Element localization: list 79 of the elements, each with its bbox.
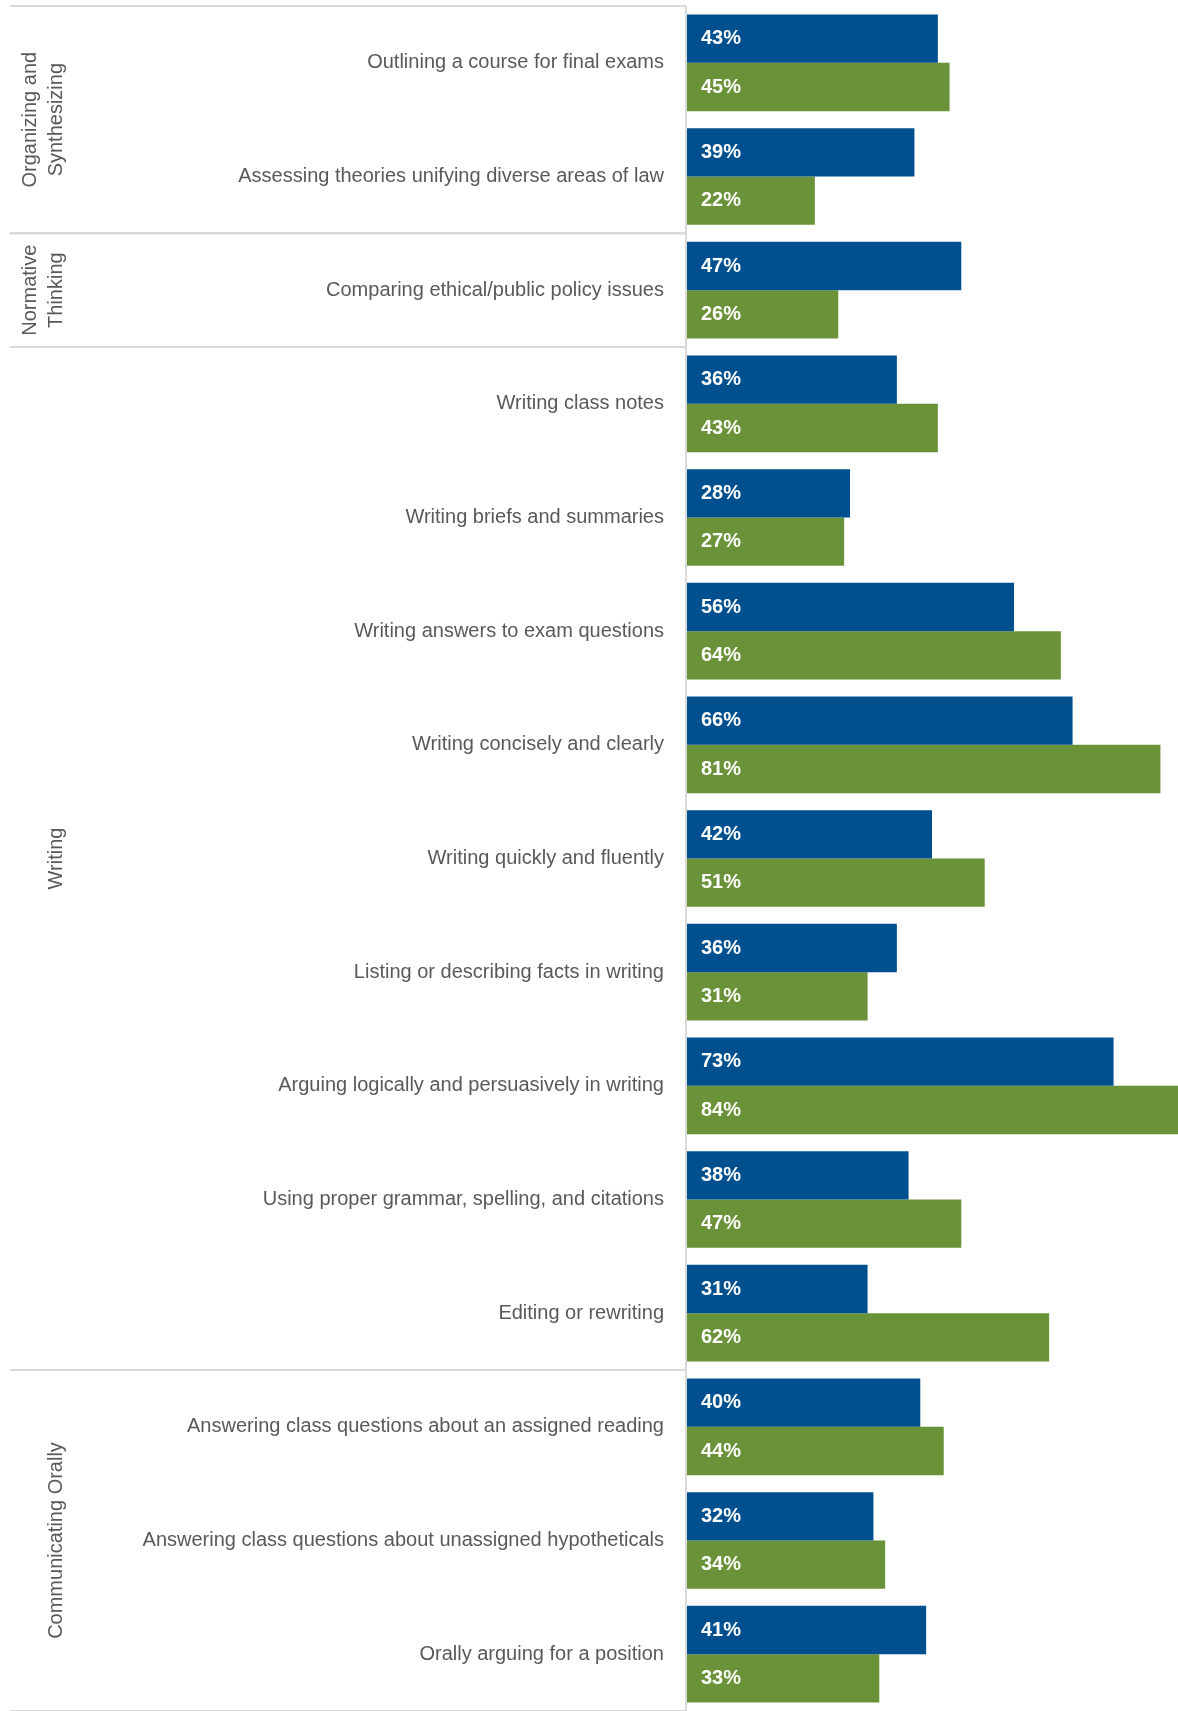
y-tick-label: Writing answers to exam questions (354, 618, 664, 641)
bar (686, 744, 1161, 794)
bar (686, 810, 932, 859)
bar (686, 1654, 880, 1703)
bar (686, 1605, 927, 1655)
y-tick-label: Writing briefs and summaries (405, 505, 664, 528)
bar (686, 923, 897, 973)
data-label: 47% (701, 1211, 742, 1234)
data-label: 32% (701, 1503, 742, 1526)
data-label: 73% (701, 1049, 742, 1072)
bar (686, 631, 1061, 680)
y-tick-label: Using proper grammar, spelling, and citations (262, 1187, 664, 1210)
data-label: 41% (701, 1617, 742, 1640)
bar (686, 1378, 921, 1427)
data-label: 27% (701, 529, 742, 552)
text: Normative Thinking (17, 244, 66, 336)
bar (686, 290, 839, 339)
data-label: 56% (701, 594, 742, 617)
bar (686, 1492, 874, 1541)
y-tick-label: Writing class notes (496, 391, 664, 414)
data-label: 66% (701, 708, 742, 731)
data-label: 64% (701, 642, 742, 665)
bar (686, 355, 897, 404)
bar (686, 403, 938, 453)
bar (686, 1085, 1178, 1135)
bar (686, 1313, 1050, 1362)
data-label: 43% (701, 26, 742, 49)
y-tick-label: Comparing ethical/public policy issues (326, 277, 664, 300)
y-tick-label: Answering class questions about unassigned hypotheticals (142, 1528, 664, 1551)
bar (686, 1426, 944, 1476)
data-label: 84% (701, 1097, 742, 1120)
y-tick-label: Orally arguing for a position (419, 1641, 664, 1664)
bar (686, 582, 1014, 632)
bar (686, 972, 868, 1021)
data-label: 31% (701, 1276, 742, 1299)
text: Writing (43, 827, 66, 890)
data-label: 39% (701, 139, 742, 162)
y-tick-label: Arguing logically and persuasively in writing (278, 1073, 664, 1096)
data-label: 28% (701, 480, 742, 503)
data-label: 36% (701, 367, 742, 390)
bar (686, 1264, 868, 1314)
y-tick-label: Answering class questions about an assigned reading (187, 1414, 664, 1437)
data-label: 31% (701, 983, 742, 1006)
bar (686, 1199, 962, 1248)
data-label: 47% (701, 253, 742, 276)
data-label: 81% (701, 756, 742, 779)
bar (686, 696, 1073, 745)
bar (686, 1151, 909, 1200)
y-tick-label: Writing concisely and clearly (412, 732, 664, 755)
bar (686, 14, 938, 63)
data-label: 22% (701, 188, 742, 211)
bar (686, 1540, 886, 1589)
data-label: 26% (701, 301, 742, 324)
bar (686, 858, 985, 907)
data-label: 45% (701, 74, 742, 97)
bar (686, 241, 962, 291)
data-label: 43% (701, 415, 742, 438)
text: Communicating Orally (43, 1442, 66, 1639)
bar (686, 128, 915, 177)
y-tick-label: Writing quickly and fluently (427, 846, 664, 869)
y-tick-label: Assessing theories unifying diverse areas of law (238, 164, 665, 187)
bar (686, 469, 850, 518)
data-label: 36% (701, 935, 742, 958)
data-label: 44% (701, 1438, 742, 1461)
data-label: 51% (701, 870, 742, 893)
data-label: 38% (701, 1162, 742, 1185)
bar (686, 1037, 1114, 1086)
data-label: 40% (701, 1390, 742, 1413)
bar (686, 62, 950, 112)
data-label: 42% (701, 821, 742, 844)
data-label: 62% (701, 1324, 742, 1347)
y-tick-label: Listing or describing facts in writing (353, 959, 664, 982)
bar (686, 176, 815, 225)
data-label: 33% (701, 1665, 742, 1688)
y-tick-label: Outlining a course for final exams (367, 50, 664, 73)
text: Organizing and Synthesizing (17, 51, 66, 188)
data-label: 34% (701, 1552, 742, 1575)
y-tick-label: Editing or rewriting (498, 1300, 664, 1323)
bar (686, 517, 845, 566)
